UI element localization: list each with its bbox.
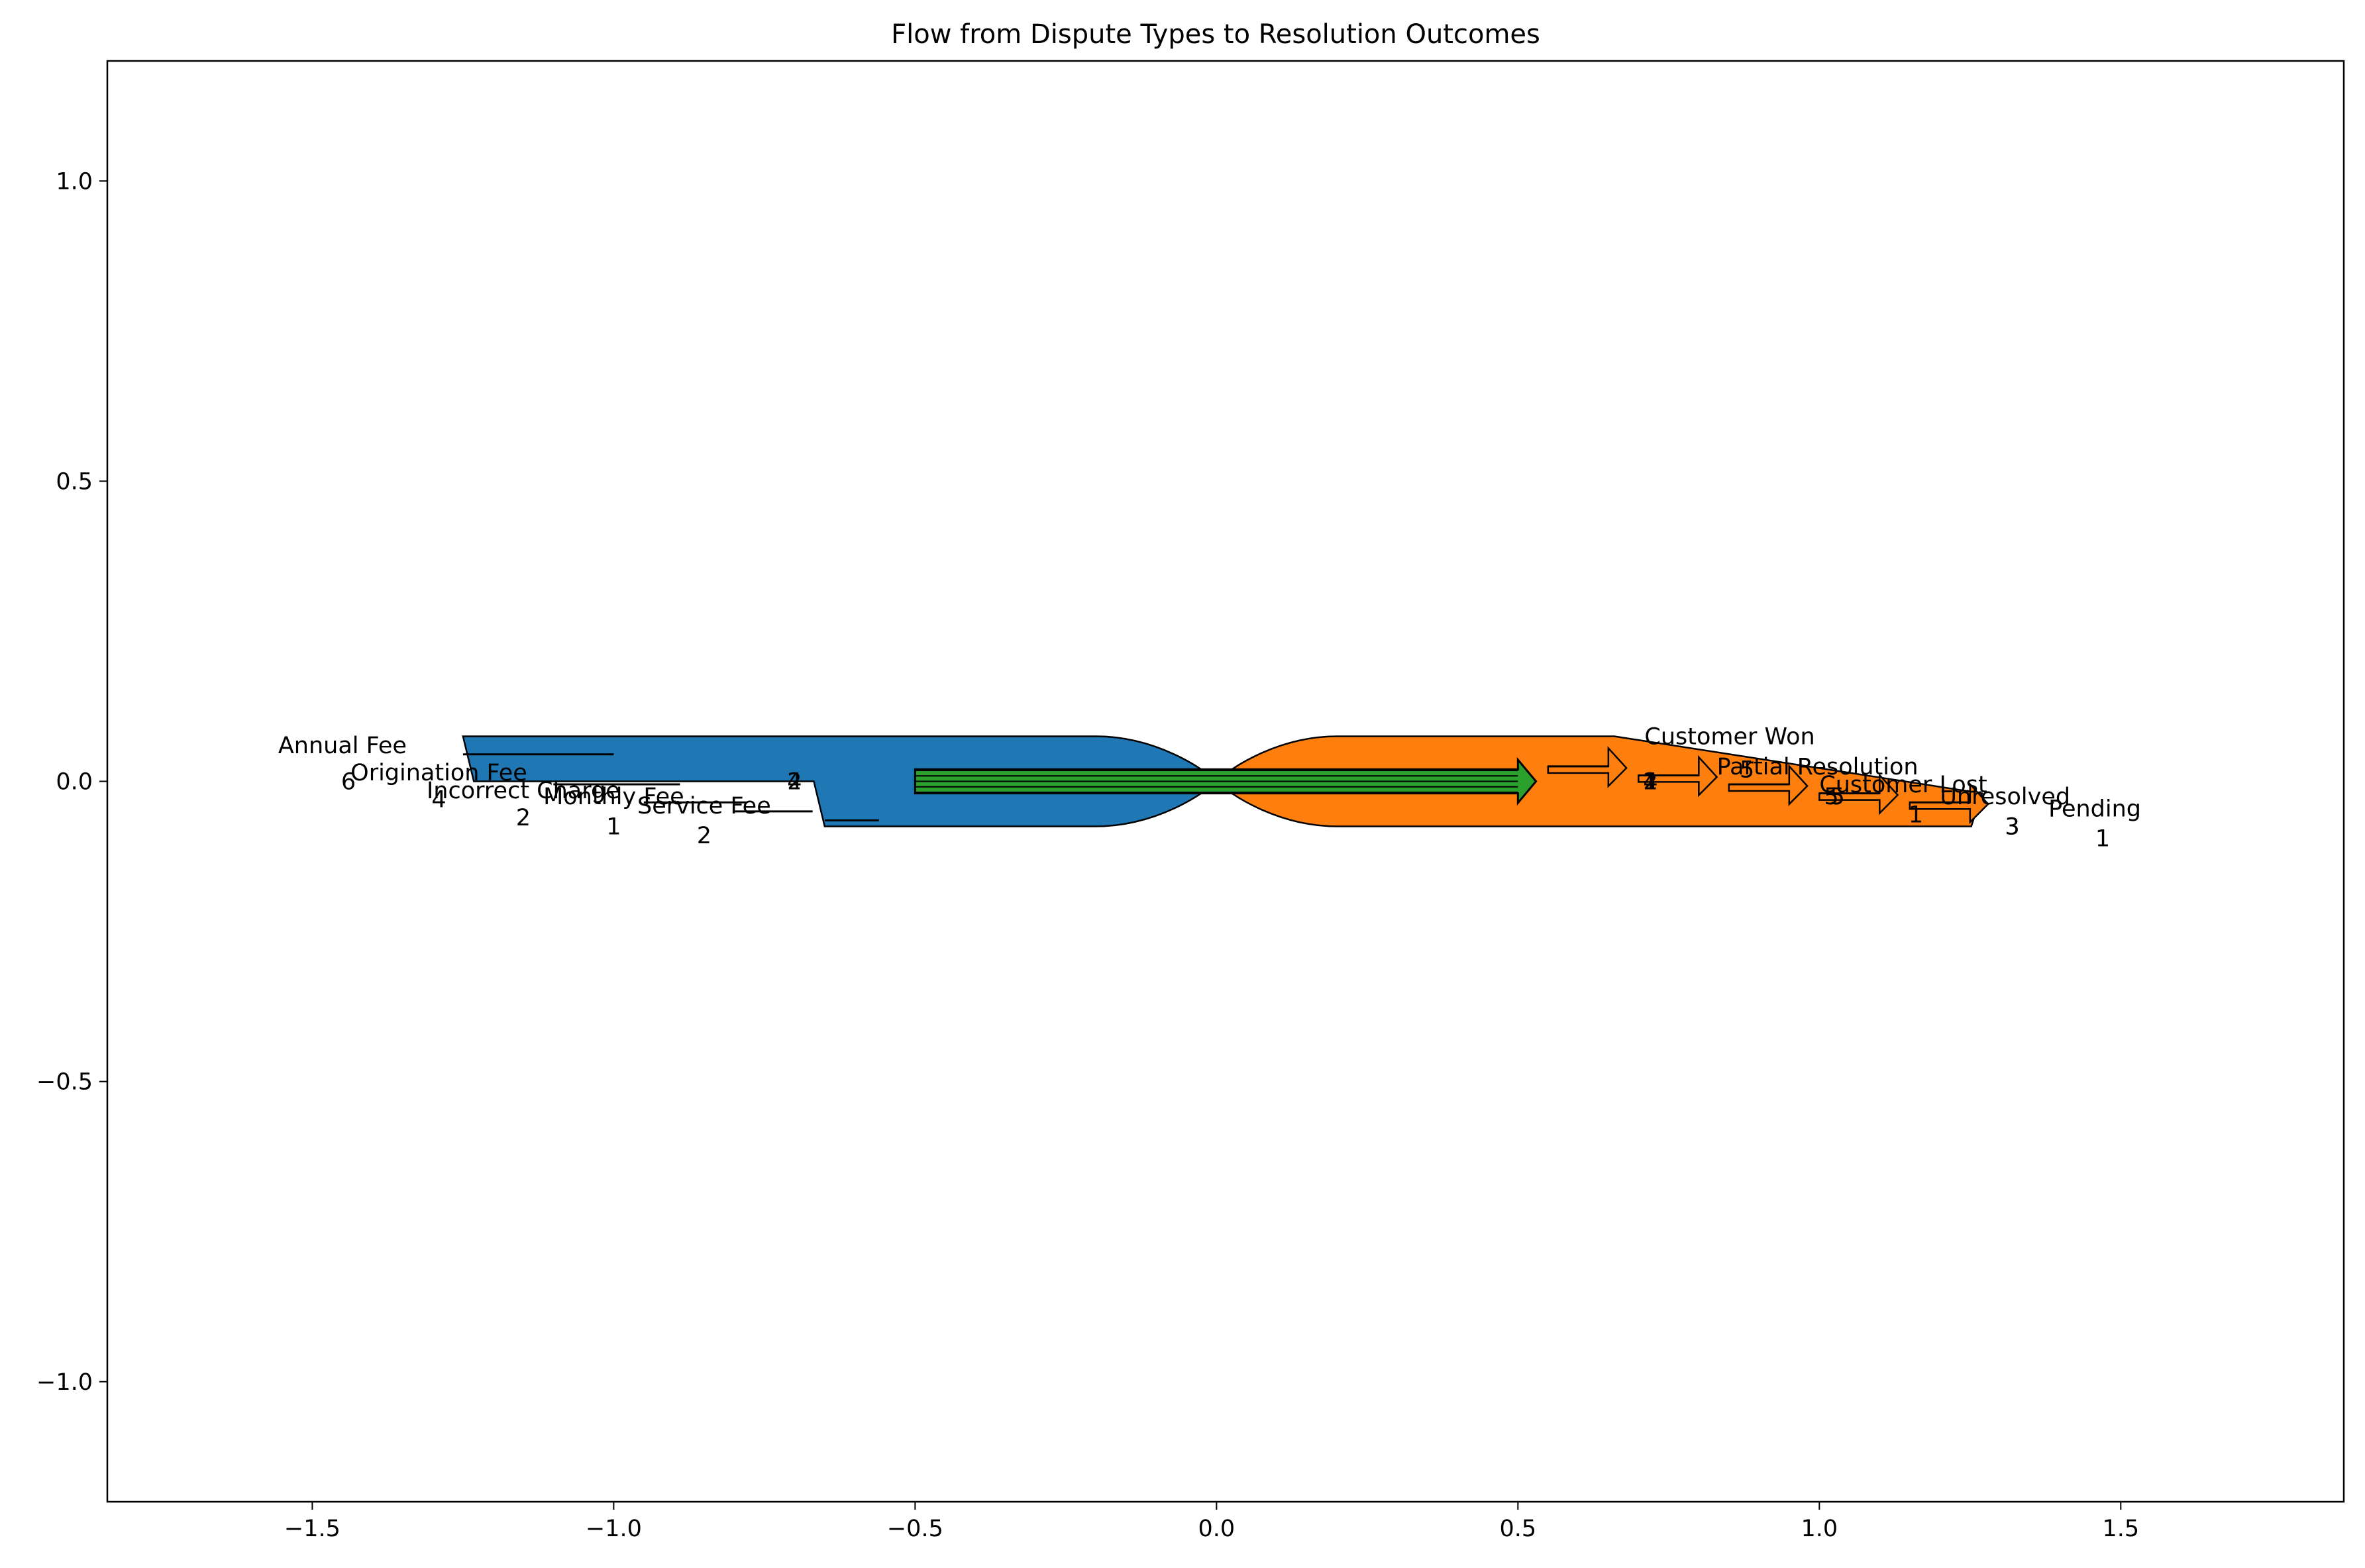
overlay-value-label: 2 (1643, 769, 1657, 796)
plot-area (462, 735, 1989, 827)
target-value: 5 (1824, 784, 1838, 810)
x-tick-label: −1.5 (284, 1516, 341, 1542)
overlay-value-label: 4 (1643, 769, 1657, 796)
target-label: Customer Lost (1819, 772, 1987, 798)
y-tick-label: 0.5 (56, 468, 93, 495)
y-tick-label: 0.0 (56, 769, 93, 796)
overlay-value-label: 3 (2005, 813, 2019, 840)
x-tick-label: 1.0 (1801, 1516, 1838, 1542)
source-value: 4 (431, 787, 446, 813)
x-tick-label: 0.5 (1500, 1516, 1537, 1542)
target-value: 1 (1909, 802, 1923, 828)
x-tick-label: −1.0 (586, 1516, 642, 1542)
source-label: Monthly Fee (543, 784, 684, 810)
overlay-value-label: 1 (1643, 769, 1657, 796)
x-tick-label: 1.5 (2102, 1516, 2139, 1542)
target-value: 1 (2095, 826, 2110, 853)
x-tick-label: 0.0 (1198, 1516, 1235, 1542)
y-tick-label: −0.5 (36, 1069, 93, 1096)
source-value: 6 (341, 769, 356, 796)
target-label: Partial Resolution (1717, 754, 1918, 780)
source-value: 1 (606, 813, 621, 840)
source-label: Origination Fee (350, 760, 527, 786)
target-value: 3 (2005, 813, 2019, 840)
chart-title: Flow from Dispute Types to Resolution Ou… (891, 19, 1540, 50)
overlay-value-label: 4 (787, 769, 802, 796)
y-tick-label: 1.0 (56, 168, 93, 195)
target-value: 5 (1740, 757, 1754, 783)
overlay-value-label: 2 (787, 769, 802, 796)
source-label: Service Fee (637, 793, 771, 819)
target-band (1215, 735, 1983, 827)
target-label: Pending (2048, 796, 2141, 822)
axes: −1.5 −1.0 −0.5 0.0 0.5 1.0 1.5 1.0 0.5 0.0 −0.5 −1.… (36, 60, 2345, 1542)
overlay-value-label: 5 (1830, 784, 1844, 810)
x-tick-label: −0.5 (887, 1516, 943, 1542)
source-value: 2 (516, 805, 531, 831)
y-tick-label: −1.0 (36, 1369, 93, 1396)
target-label: Customer Won (1644, 724, 1814, 751)
source-label: Annual Fee (278, 733, 407, 759)
source-value: 2 (697, 823, 711, 849)
source-label: Incorrect Charge (427, 778, 620, 804)
target-label: Unresolved (1940, 784, 2070, 810)
